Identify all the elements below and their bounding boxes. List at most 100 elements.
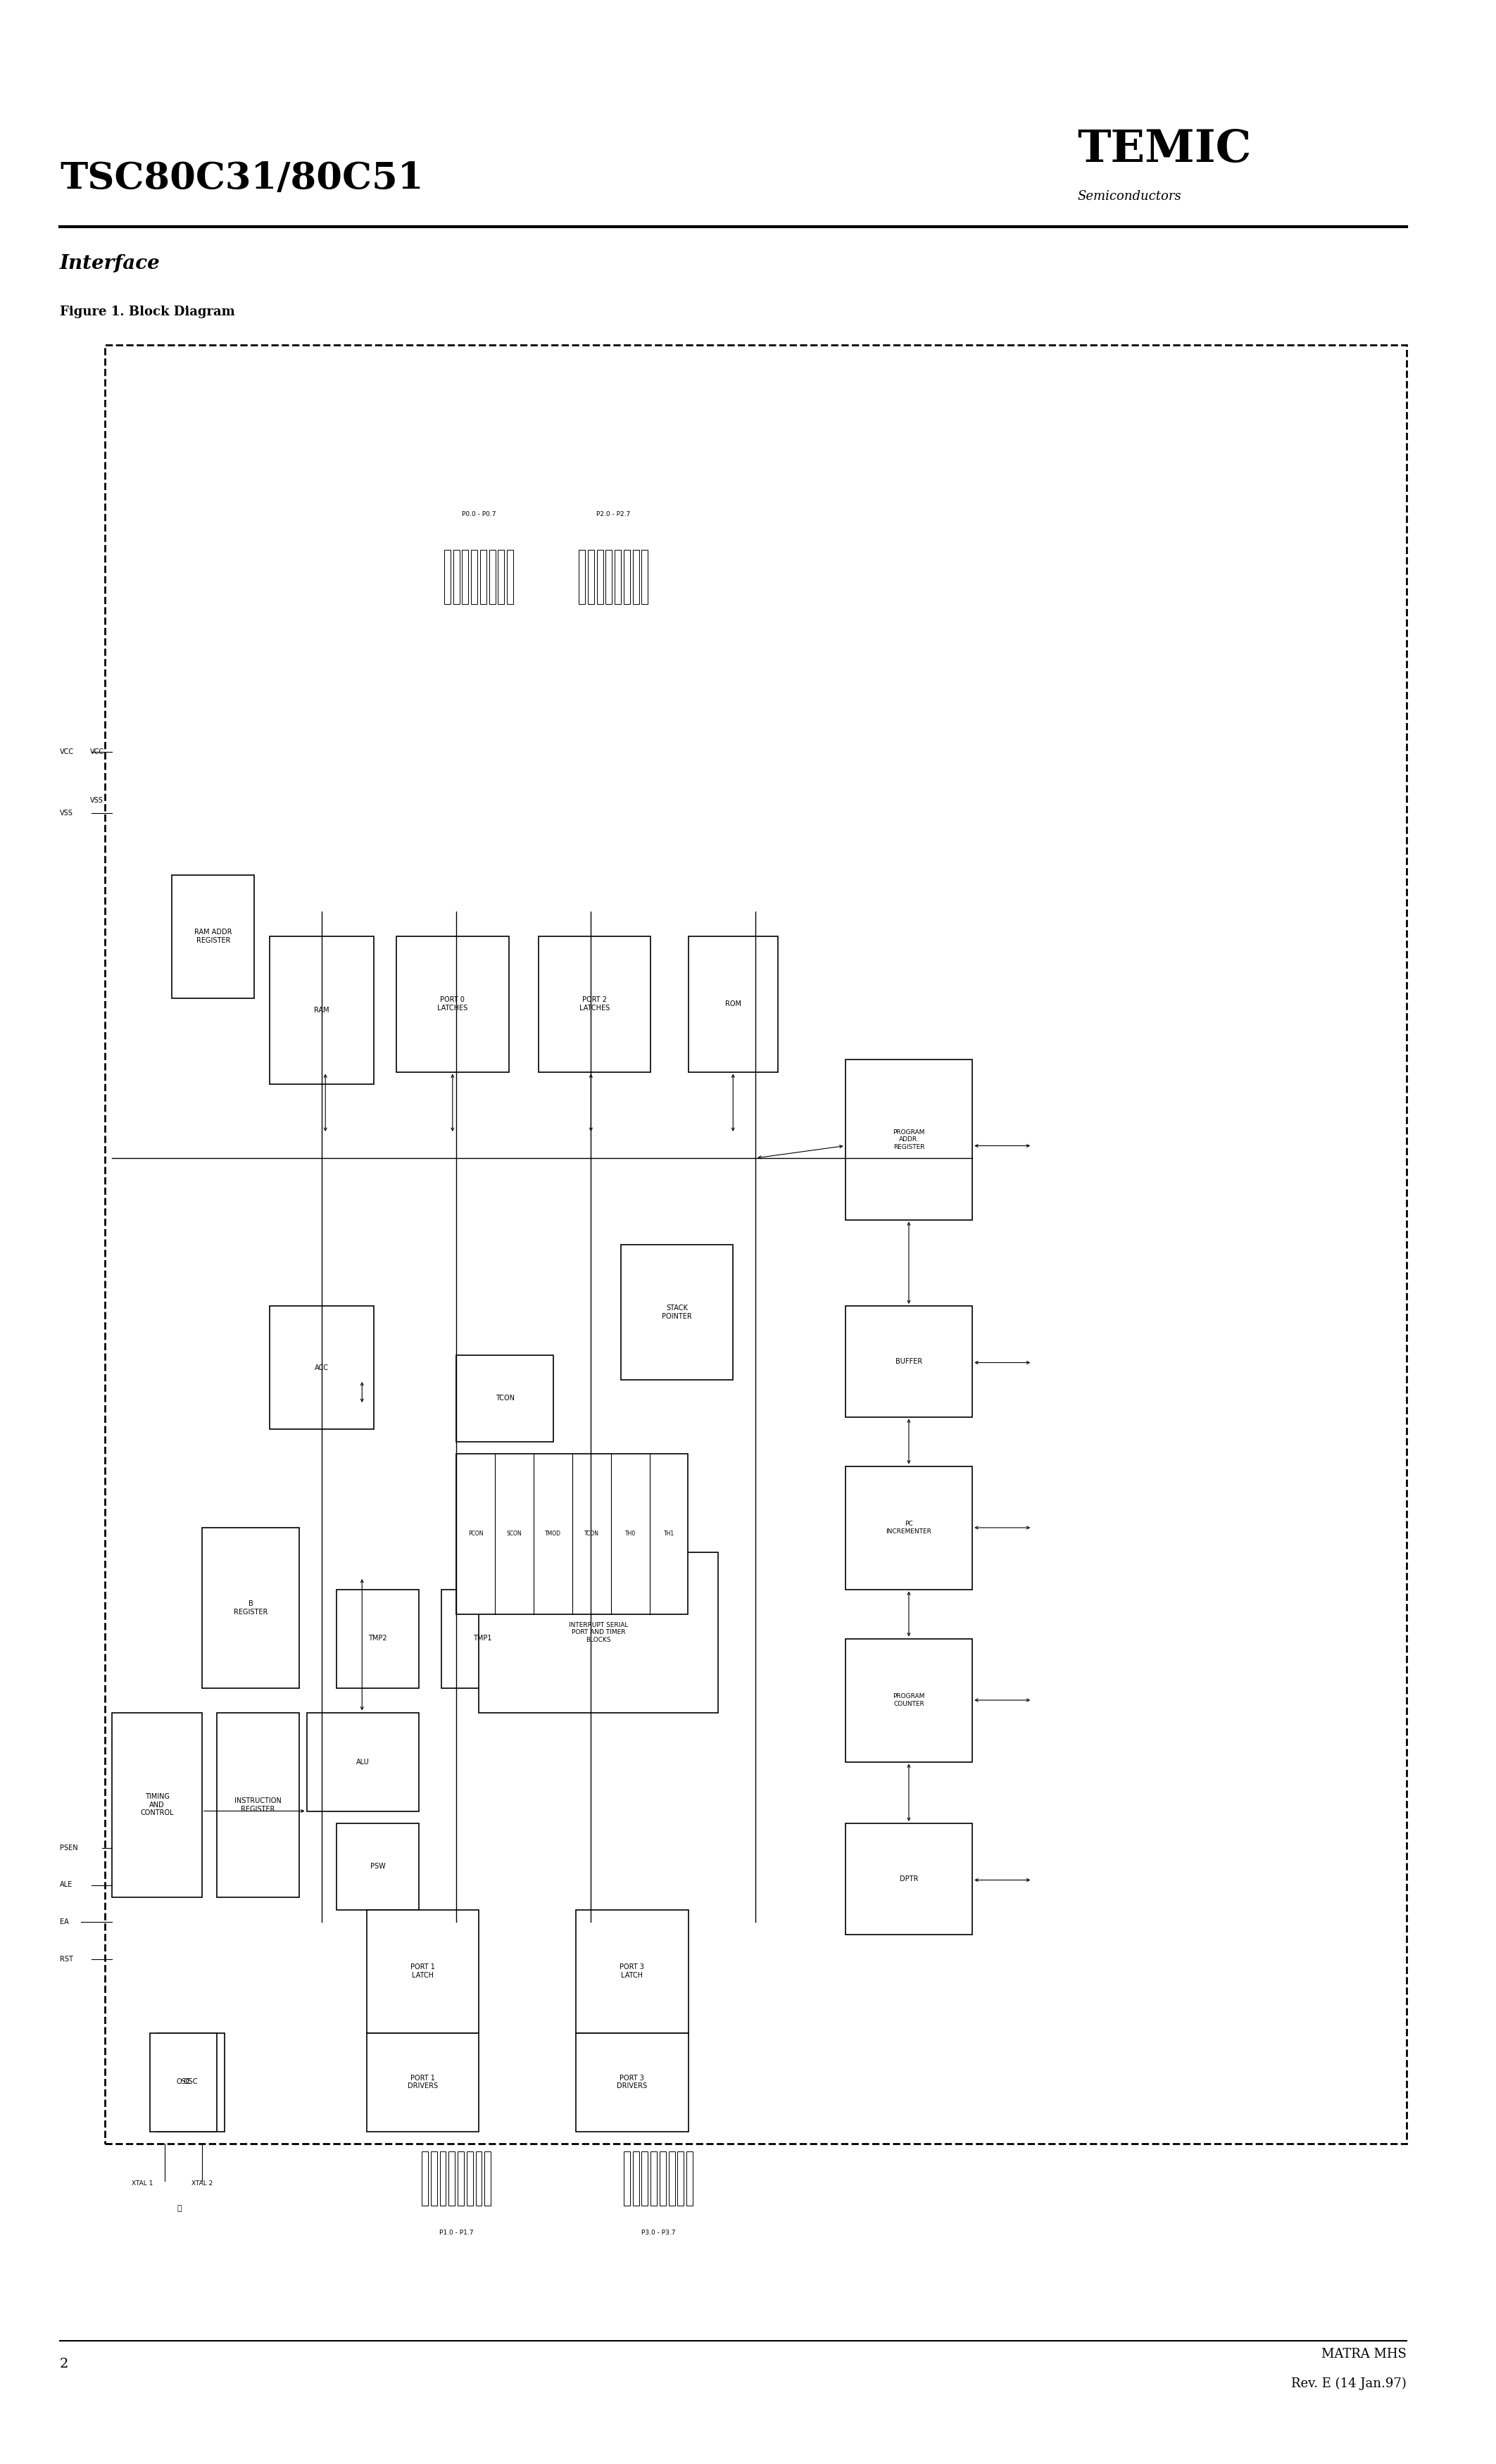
FancyBboxPatch shape [456,1454,688,1614]
Text: OSC: OSC [177,2080,190,2085]
Text: PORT 3
DRIVERS: PORT 3 DRIVERS [616,2075,648,2089]
FancyBboxPatch shape [431,2151,437,2205]
FancyBboxPatch shape [845,1060,972,1220]
Text: XTAL 2: XTAL 2 [191,2181,212,2188]
FancyBboxPatch shape [621,1244,733,1380]
Text: TCON: TCON [495,1395,515,1402]
Text: Semiconductors: Semiconductors [1077,190,1182,202]
Text: VSS: VSS [60,811,73,816]
Text: PROGRAM
COUNTER: PROGRAM COUNTER [893,1693,925,1708]
FancyBboxPatch shape [476,2151,482,2205]
FancyBboxPatch shape [498,549,504,604]
Text: TH0: TH0 [625,1530,636,1538]
Text: B
REGISTER: B REGISTER [233,1599,268,1616]
FancyBboxPatch shape [449,2151,455,2205]
Text: PORT 2
LATCHES: PORT 2 LATCHES [579,995,610,1013]
FancyBboxPatch shape [845,1466,972,1589]
Text: TEMIC: TEMIC [1077,128,1251,170]
FancyBboxPatch shape [624,549,630,604]
FancyBboxPatch shape [588,549,594,604]
FancyBboxPatch shape [307,1712,419,1811]
Text: 2: 2 [60,2358,69,2370]
Text: P3.0 - P3.7: P3.0 - P3.7 [642,2230,675,2237]
FancyBboxPatch shape [150,2033,217,2131]
FancyBboxPatch shape [367,1910,479,2033]
FancyBboxPatch shape [688,936,778,1072]
FancyBboxPatch shape [157,2033,224,2131]
FancyBboxPatch shape [489,549,495,604]
FancyBboxPatch shape [441,1589,524,1688]
Text: P2.0 - P2.7: P2.0 - P2.7 [597,510,630,517]
FancyBboxPatch shape [269,936,374,1084]
FancyBboxPatch shape [453,549,459,604]
FancyBboxPatch shape [456,1355,554,1441]
Text: TMP1: TMP1 [473,1636,492,1641]
Text: RST: RST [60,1956,73,1961]
Text: TIMING
AND
CONTROL: TIMING AND CONTROL [141,1794,174,1816]
Text: Interface: Interface [60,254,160,274]
Text: ACC: ACC [314,1365,329,1370]
FancyBboxPatch shape [615,549,621,604]
FancyBboxPatch shape [202,1528,299,1688]
FancyBboxPatch shape [579,549,585,604]
Text: STACK
POINTER: STACK POINTER [661,1303,693,1321]
Text: Figure 1. Block Diagram: Figure 1. Block Diagram [60,306,235,318]
FancyBboxPatch shape [633,2151,639,2205]
Text: Rev. E (14 Jan.97): Rev. E (14 Jan.97) [1291,2378,1406,2390]
FancyBboxPatch shape [576,1910,688,2033]
Text: RAM ADDR
REGISTER: RAM ADDR REGISTER [194,929,232,944]
Text: PORT 1
LATCH: PORT 1 LATCH [410,1964,435,1979]
FancyBboxPatch shape [624,2151,630,2205]
Text: PORT 3
LATCH: PORT 3 LATCH [619,1964,645,1979]
Text: VSS: VSS [90,798,103,803]
FancyBboxPatch shape [485,2151,491,2205]
Text: SCON: SCON [507,1530,522,1538]
FancyBboxPatch shape [576,2033,688,2131]
FancyBboxPatch shape [422,2151,428,2205]
Text: PC
INCREMENTER: PC INCREMENTER [886,1520,932,1535]
FancyBboxPatch shape [458,2151,464,2205]
FancyBboxPatch shape [845,1639,972,1762]
Text: TSC80C31/80C51: TSC80C31/80C51 [60,160,423,197]
FancyBboxPatch shape [467,2151,473,2205]
Text: EA: EA [60,1919,69,1924]
FancyBboxPatch shape [396,936,509,1072]
Text: MATRA MHS: MATRA MHS [1321,2348,1406,2361]
Text: PORT 1
DRIVERS: PORT 1 DRIVERS [407,2075,438,2089]
Text: OSC: OSC [184,2080,197,2085]
Text: TMOD: TMOD [545,1530,561,1538]
FancyBboxPatch shape [606,549,612,604]
FancyBboxPatch shape [479,1552,718,1712]
Text: DPTR: DPTR [899,1875,919,1882]
FancyBboxPatch shape [597,549,603,604]
Text: P1.0 - P1.7: P1.0 - P1.7 [440,2230,473,2237]
Text: RAM: RAM [314,1008,329,1013]
Text: VCC: VCC [90,749,103,754]
FancyBboxPatch shape [480,549,486,604]
Text: PSW: PSW [370,1863,386,1870]
Text: PSEN: PSEN [60,1846,78,1850]
Text: ⏚: ⏚ [177,2205,183,2213]
Text: VCC: VCC [60,749,73,754]
Text: TMP2: TMP2 [368,1636,387,1641]
FancyBboxPatch shape [367,2033,479,2131]
FancyBboxPatch shape [678,2151,684,2205]
FancyBboxPatch shape [217,1712,299,1897]
Text: ALE: ALE [60,1882,73,1887]
FancyBboxPatch shape [651,2151,657,2205]
Text: BUFFER: BUFFER [896,1358,922,1365]
FancyBboxPatch shape [687,2151,693,2205]
FancyBboxPatch shape [462,549,468,604]
FancyBboxPatch shape [337,1823,419,1910]
FancyBboxPatch shape [471,549,477,604]
FancyBboxPatch shape [444,549,450,604]
Text: TH1: TH1 [664,1530,675,1538]
FancyBboxPatch shape [172,875,254,998]
FancyBboxPatch shape [337,1589,419,1688]
FancyBboxPatch shape [539,936,651,1072]
Text: XTAL 1: XTAL 1 [132,2181,153,2188]
FancyBboxPatch shape [440,2151,446,2205]
FancyBboxPatch shape [642,549,648,604]
FancyBboxPatch shape [642,2151,648,2205]
Text: PCON: PCON [468,1530,483,1538]
